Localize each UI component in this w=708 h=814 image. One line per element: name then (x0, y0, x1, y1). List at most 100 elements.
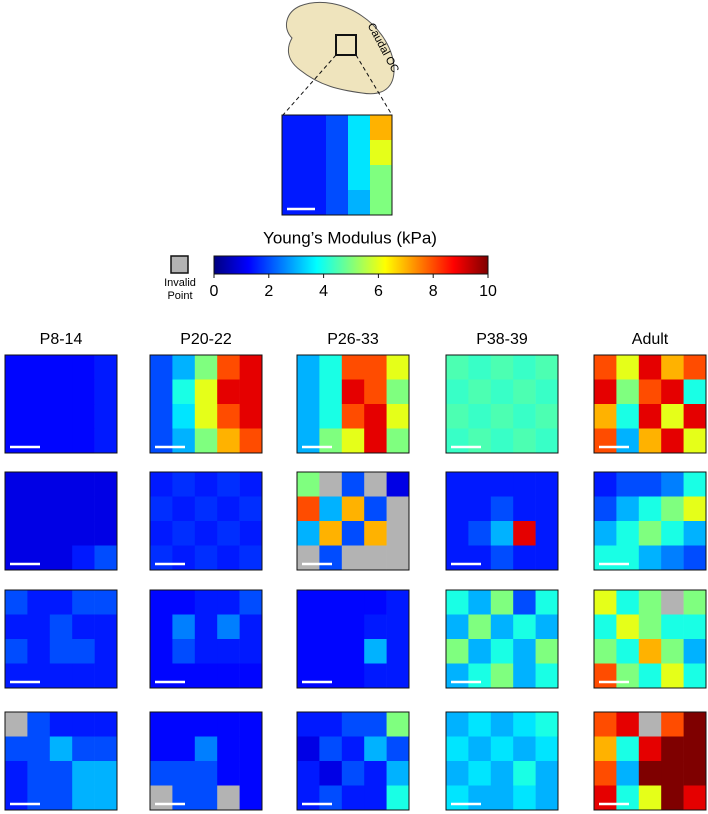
heatmap-cell (72, 590, 95, 615)
heatmap-cell (172, 614, 196, 640)
heatmap-cell (683, 521, 707, 546)
heatmap-cell (446, 785, 469, 811)
heatmap-cell (535, 521, 559, 546)
heatmap-cell (535, 639, 559, 664)
invalid-swatch (170, 255, 189, 274)
heatmap-cell (364, 614, 387, 640)
heatmap-cell (94, 355, 118, 380)
heatmap-cell (319, 590, 343, 615)
heatmap-cell (535, 761, 559, 786)
heatmap-cell (535, 428, 559, 454)
heatmap-cell (683, 472, 707, 497)
heatmap-cell (94, 712, 118, 737)
heatmap-cell (446, 472, 469, 497)
panel-border (4, 711, 118, 811)
heatmap-cell (5, 355, 28, 380)
heatmap-cell (386, 379, 410, 405)
heatmap-cell (217, 639, 240, 664)
heatmap-cell (638, 590, 662, 615)
heatmap-cell (348, 140, 371, 166)
heatmap-cell (27, 639, 51, 664)
heatmap-cell (370, 115, 393, 141)
colorbar-tick-label: 2 (264, 283, 273, 300)
heatmap-cell (594, 496, 617, 522)
heatmap-cell (364, 521, 387, 546)
heatmap-cell (490, 496, 514, 522)
heatmap-cell (446, 736, 469, 762)
heatmap-cell (194, 521, 218, 546)
heatmap-cell (217, 590, 240, 615)
heatmap-cell (27, 590, 51, 615)
colorbar-tick-label: 10 (479, 283, 497, 300)
heatmap-cell (535, 404, 559, 429)
heatmap-cell (364, 428, 387, 454)
heatmap-cell (535, 712, 559, 737)
heatmap-cell (194, 712, 218, 737)
colorbar-title: Young’s Modulus (kPa) (263, 228, 437, 247)
panel-border (445, 471, 559, 571)
heatmap-cell (172, 761, 196, 786)
heatmap-cell (150, 614, 173, 640)
heatmap-cell (638, 472, 662, 497)
heatmap-cell (172, 712, 196, 737)
heatmap-cell (319, 761, 343, 786)
heatmap-cell (49, 496, 73, 522)
heatmap-cell (513, 545, 536, 571)
heatmap-cell (5, 404, 28, 429)
heatmap-cell (172, 545, 196, 571)
heatmap-cell (49, 590, 73, 615)
heatmap-cell (282, 165, 305, 191)
heatmap-cell (490, 639, 514, 664)
region-box (335, 34, 357, 56)
heatmap-cell (94, 404, 118, 429)
heatmap-cell (638, 355, 662, 380)
heatmap-cell (661, 590, 684, 615)
heatmap-cell (490, 545, 514, 571)
heatmap-cell (386, 545, 410, 571)
heatmap-cell (72, 761, 95, 786)
heatmap-cell (72, 355, 95, 380)
heatmap-cell (239, 428, 263, 454)
heatmap-cell (535, 496, 559, 522)
heatmap-cell (5, 428, 28, 454)
heatmap-cell (194, 761, 218, 786)
heatmap-cell (616, 472, 640, 497)
heatmap-cell (594, 521, 617, 546)
heatmap-cell (594, 428, 617, 454)
heatmap-cell (239, 472, 263, 497)
heatmap-cell (341, 545, 365, 571)
heatmap-cell (683, 355, 707, 380)
heatmap-cell (27, 521, 51, 546)
heatmap-cell (594, 736, 617, 762)
colorbar-tick-label: 6 (374, 283, 383, 300)
heatmap-cell (661, 379, 684, 405)
heatmap-cell (239, 736, 263, 762)
heatmap-cell (594, 761, 617, 786)
heatmap-cell (282, 190, 305, 216)
heatmap-cell (297, 639, 320, 664)
heatmap-cell (535, 545, 559, 571)
heatmap-cell (172, 639, 196, 664)
heatmap-cell (616, 663, 640, 689)
heatmap-cell (364, 639, 387, 664)
heatmap-cell (27, 355, 51, 380)
heatmap-cell (616, 712, 640, 737)
heatmap-cell (513, 639, 536, 664)
heatmap-cell (386, 785, 410, 811)
heatmap-cell (513, 785, 536, 811)
heatmap-cell (194, 639, 218, 664)
heatmap-cell (638, 428, 662, 454)
column-label: P26-33 (327, 331, 379, 348)
heatmap-cell (239, 590, 263, 615)
heatmap-cell (468, 614, 492, 640)
heatmap-cell (150, 639, 173, 664)
heatmap-cell (217, 614, 240, 640)
heatmap-cell (94, 761, 118, 786)
heatmap-cell (594, 590, 617, 615)
heatmap-cell (94, 639, 118, 664)
heatmap-cell (27, 761, 51, 786)
heatmap-cell (94, 590, 118, 615)
heatmap-cell (150, 521, 173, 546)
heatmap-cell (239, 496, 263, 522)
column-label: P20-22 (180, 331, 232, 348)
